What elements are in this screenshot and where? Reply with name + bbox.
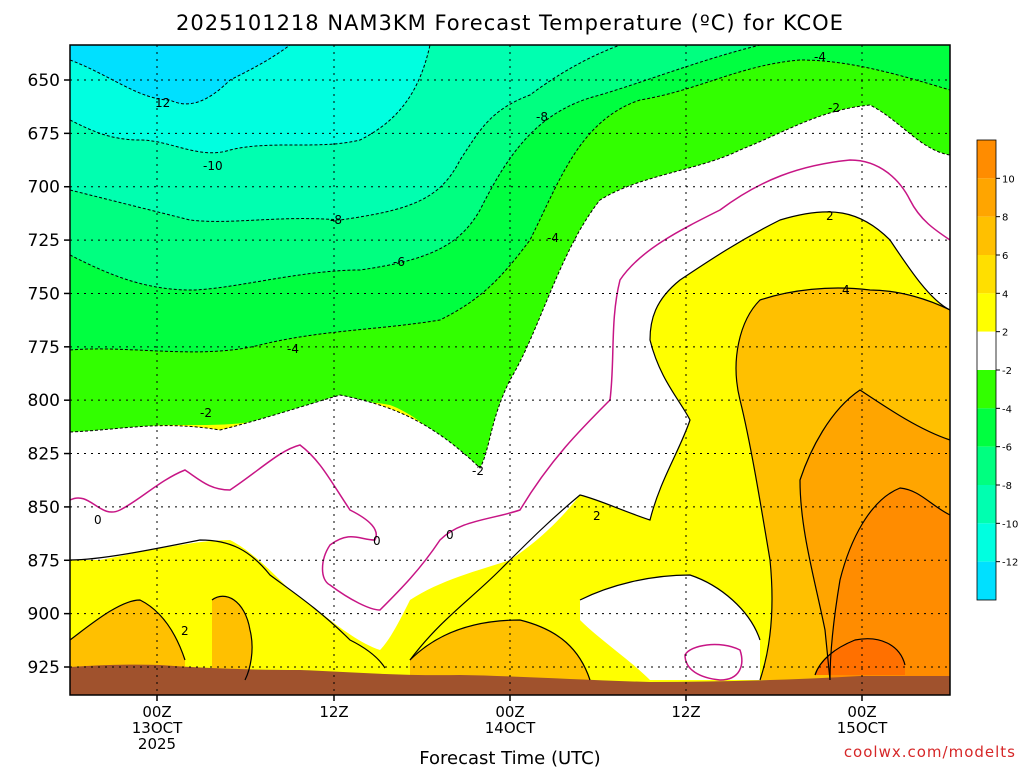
colorbar-swatch (977, 140, 996, 179)
contour-zero (69, 159, 951, 611)
colorbar-label: 2 (1002, 328, 1008, 339)
colorbar-label: 6 (1002, 251, 1008, 262)
y-tick-label: 850 (28, 498, 60, 518)
contour-label: -2 (828, 101, 840, 115)
region-near-zero (70, 105, 950, 650)
y-tick-label: 900 (28, 605, 60, 625)
y-tick-label: 875 (28, 551, 60, 571)
credit-text: coolwx.com/modelts (844, 743, 1016, 761)
colorbar-swatch (977, 523, 996, 562)
colorbar-label: -4 (1002, 404, 1012, 415)
colorbar-label: 8 (1002, 213, 1008, 224)
colorbar-label: -6 (1002, 443, 1012, 454)
region-plus-8 (830, 488, 950, 680)
contour-label: 0 (446, 528, 454, 542)
contour-label: 2 (593, 509, 601, 523)
plot-area: 12 -10 -8 -6 -4 -2 -8 -4 -4 -2 2 4 0 0 0… (69, 44, 951, 696)
x-tick-label: 14OCT (485, 719, 536, 737)
x-tick-label: 00Z (495, 703, 524, 721)
region-plus-4-mid (410, 620, 590, 680)
y-tick-label: 775 (28, 338, 60, 358)
chart-title: 2025101218 NAM3KM Forecast Temperature (… (176, 11, 844, 35)
contour-pocket (69, 574, 761, 681)
colorbar-swatch (977, 331, 996, 370)
y-tick-label: 650 (28, 71, 60, 91)
colorbar-swatch (977, 178, 996, 217)
contour-plus-4 (735, 287, 951, 681)
contour-labels: 12 -10 -8 -6 -4 -2 -8 -4 -4 -2 2 4 0 0 0… (94, 50, 850, 638)
contour-label: 2 (826, 209, 834, 223)
colorbar-swatch (977, 561, 996, 600)
contour-label: -4 (287, 342, 299, 356)
region-white-pocket (580, 575, 760, 680)
x-tick-label: 12Z (319, 703, 348, 721)
contour-label: 0 (94, 513, 102, 527)
contour-label: -10 (203, 159, 223, 173)
colorbar-swatch (977, 293, 996, 332)
contour-minus-6 (69, 44, 761, 291)
colorbar-swatch (977, 485, 996, 524)
colorbar-label: -2 (1002, 366, 1012, 377)
x-tick-label: 15OCT (837, 719, 888, 737)
colorbar-label: -10 (1002, 519, 1018, 530)
contour-label: -8 (330, 213, 342, 227)
colorbar-swatch (977, 255, 996, 294)
contour-label: -6 (393, 255, 405, 269)
colorbar: 10 8 6 4 2 -2 -4 -6 -8 -10 -12 (976, 139, 1018, 601)
contour-minus-4 (69, 59, 951, 353)
contour-label: -4 (814, 50, 826, 64)
colorbar-swatch (977, 408, 996, 447)
contour-minus-12 (69, 44, 291, 105)
y-tick-label: 825 (28, 445, 60, 465)
contour-label: 0 (373, 534, 381, 548)
contour-label: 4 (842, 283, 850, 297)
colorbar-swatch (977, 370, 996, 409)
contour-label: -2 (200, 406, 212, 420)
colorbar-label: -12 (1002, 558, 1018, 569)
region-plus-4-left-a (70, 600, 185, 680)
y-tick-label: 800 (28, 391, 60, 411)
y-tick-label: 750 (28, 284, 60, 304)
x-tick-label: 12Z (671, 703, 700, 721)
y-tick-label: 700 (28, 178, 60, 198)
contour-lines (69, 44, 951, 681)
colorbar-label: 10 (1002, 174, 1015, 185)
y-tick-label: 925 (28, 658, 60, 678)
x-tick-label: 2025 (138, 735, 176, 753)
colorbar-swatch (977, 446, 996, 485)
contour-label: 2 (181, 624, 189, 638)
y-tick-label: 725 (28, 231, 60, 251)
ground-surface (70, 664, 950, 695)
contour-plus-10 (814, 638, 906, 676)
contour-plus-8 (829, 487, 951, 681)
x-tick-label: 00Z (847, 703, 876, 721)
x-axis-title: Forecast Time (UTC) (419, 748, 600, 768)
colorbar-swatch (977, 216, 996, 255)
contour-minus-2 (69, 104, 951, 469)
colorbar-label: -8 (1002, 481, 1012, 492)
contour-loop (684, 643, 743, 681)
region-minus-12 (70, 45, 290, 104)
contour-label: -2 (472, 464, 484, 478)
region-plus-10 (815, 638, 905, 675)
contour-label: -8 (536, 110, 548, 124)
colorbar-label: 4 (1002, 289, 1008, 300)
region-plus-4-left-b (212, 596, 253, 680)
contour-label: 12 (155, 96, 170, 110)
contour-label: -4 (547, 231, 559, 245)
contour-plus-6 (799, 389, 951, 681)
y-tick-label: 675 (28, 124, 60, 144)
y-axis: 650 675 700 725 750 775 800 825 850 875 900 925 (28, 71, 70, 678)
contour-minus-10 (69, 44, 431, 154)
x-tick-label: 13OCT (132, 719, 183, 737)
contour-plus-2 (69, 211, 951, 669)
x-tick-label: 00Z (142, 703, 171, 721)
